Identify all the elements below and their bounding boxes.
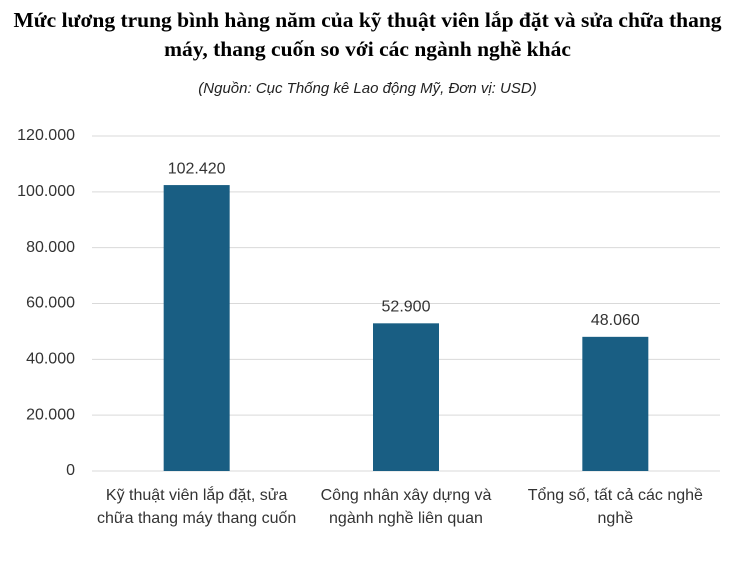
value-label: 48.060 [591, 312, 640, 329]
bar [163, 185, 230, 471]
y-tick-label: 120.000 [17, 127, 75, 144]
value-label: 102.420 [168, 160, 226, 177]
chart-title: Mức lương trung bình hàng năm của kỹ thu… [13, 8, 722, 61]
bar [582, 336, 649, 471]
x-tick-label: Kỹ thuật viên lắp đặt, sửa chữa thang má… [97, 487, 297, 527]
x-tick-label: Tổng số, tất cả các nghề nghề [527, 487, 703, 527]
value-label: 52.900 [382, 299, 431, 316]
y-tick-label: 40.000 [26, 351, 75, 368]
bar [373, 323, 439, 471]
y-tick-label: 0 [66, 462, 75, 479]
y-tick-label: 60.000 [26, 295, 75, 312]
y-tick-label: 20.000 [26, 406, 75, 423]
y-tick-label: 80.000 [26, 239, 75, 256]
y-tick-label: 100.000 [17, 183, 75, 200]
x-tick-label: Công nhân xây dựng và ngành nghề liên qu… [320, 487, 492, 527]
chart-subtitle: (Nguồn: Cục Thống kê Lao động Mỹ, Đơn vị… [198, 80, 537, 97]
